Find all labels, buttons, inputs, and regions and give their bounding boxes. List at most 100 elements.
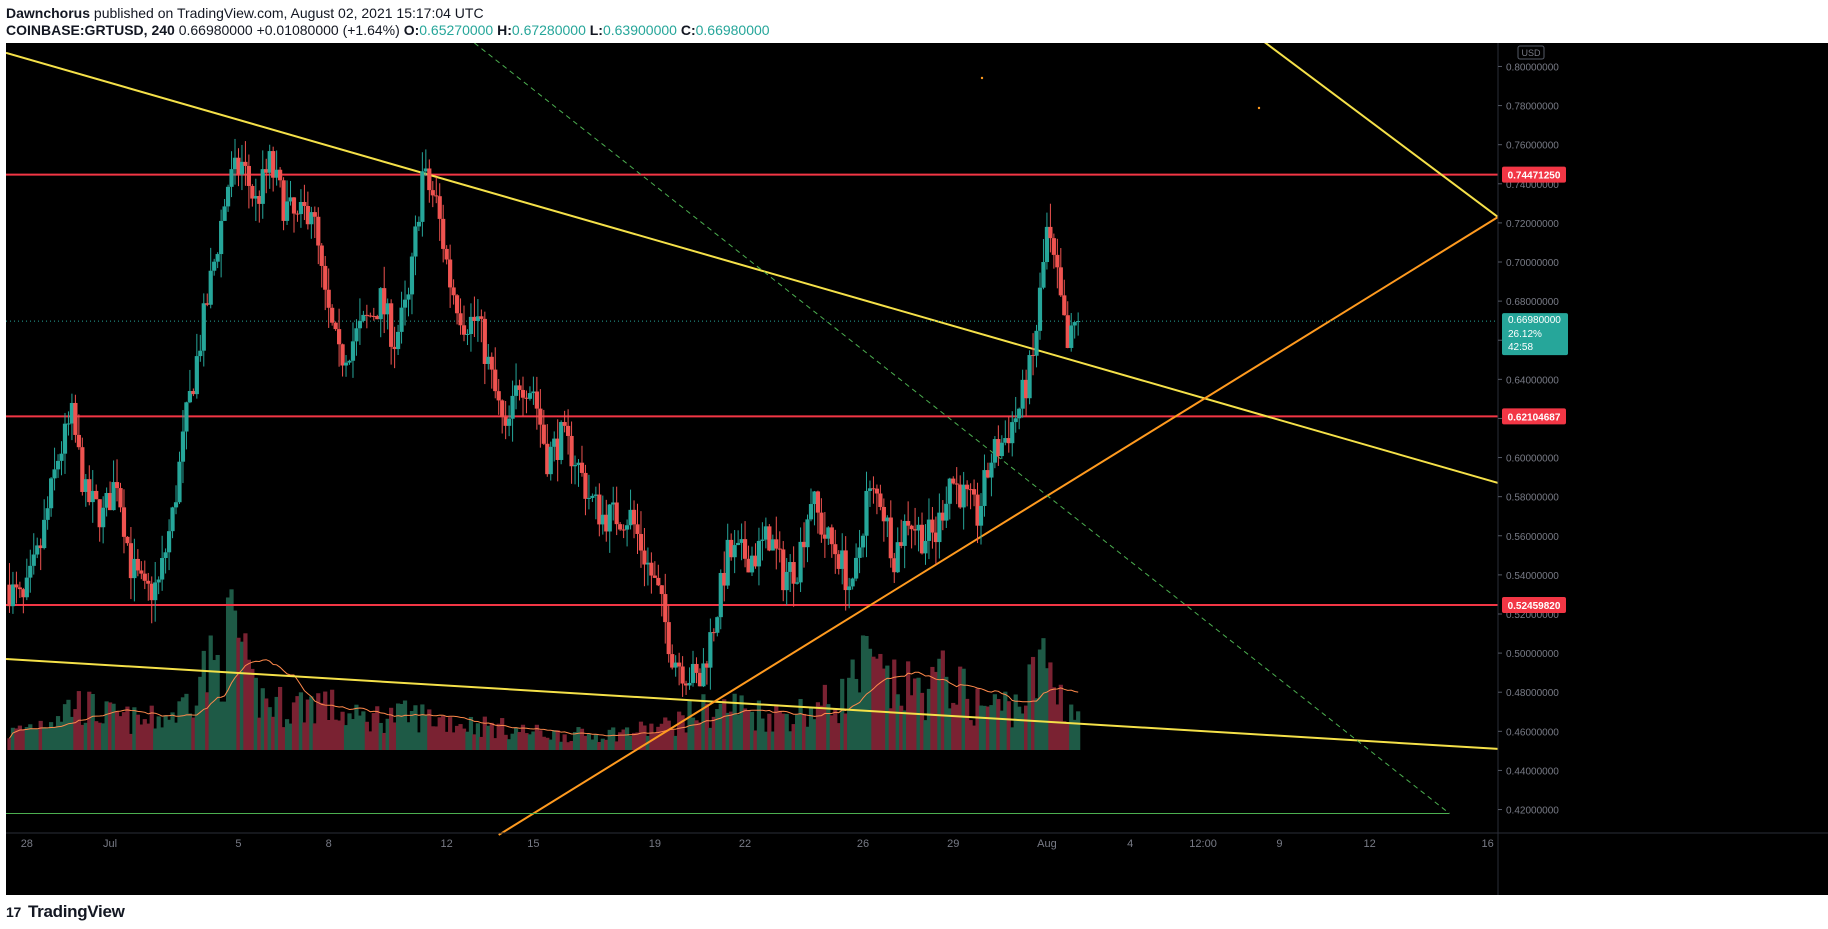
price-axis: USD 0.80000000 0.78000000 0.76000000 0.74000… — [6, 43, 1828, 895]
candle-body — [246, 165, 251, 186]
candle-body — [690, 663, 696, 683]
author-name[interactable]: Dawnchorus — [6, 5, 91, 21]
volume-bar — [944, 676, 949, 750]
volume-bar — [871, 656, 876, 750]
time-tick-label: 12 — [441, 838, 453, 850]
candle-body — [73, 402, 78, 435]
candle-body — [336, 329, 342, 345]
candle-body — [618, 524, 623, 530]
volume-bar — [961, 668, 966, 750]
volume-bar — [600, 738, 605, 750]
volume-bar — [538, 730, 543, 750]
volume-bar — [184, 693, 189, 750]
volume-bar — [177, 701, 182, 750]
tradingview-logo[interactable]: 17 TradingView — [6, 902, 125, 922]
candle-body — [128, 543, 134, 579]
yellow-trendline — [1264, 43, 1499, 218]
volume-bar — [354, 704, 359, 750]
price-chart[interactable]: USD 0.80000000 0.78000000 0.76000000 0.74000… — [6, 43, 1828, 895]
candle-body — [697, 672, 703, 687]
candle-body — [840, 550, 845, 569]
volume-bar — [1058, 684, 1063, 750]
volume-bar — [114, 711, 120, 750]
volume-bar — [312, 723, 317, 750]
volume-bar — [107, 702, 113, 750]
volume-bar — [1030, 656, 1036, 750]
volume-bar — [933, 671, 938, 750]
candle-body — [767, 526, 772, 551]
candle-body — [826, 527, 831, 539]
candle-body — [1010, 422, 1015, 444]
candle-body — [392, 346, 397, 350]
volume-bar — [853, 678, 859, 750]
candle-body — [652, 575, 657, 578]
volume-bar — [673, 735, 678, 750]
volume-bar — [677, 711, 682, 750]
volume-bar — [264, 698, 269, 750]
candle-body — [385, 303, 390, 315]
candle-body — [590, 495, 595, 498]
volume-bar — [708, 727, 713, 750]
candle-layer — [7, 138, 1081, 697]
volume-bar — [267, 707, 272, 750]
volume-bar — [593, 734, 598, 750]
volume-bar — [694, 720, 699, 750]
ohlc-info: COINBASE:GRTUSD, 240 0.66980000 +0.01080… — [6, 22, 770, 38]
candle-body — [187, 391, 192, 403]
volume-bar — [1017, 706, 1022, 750]
candle-body — [680, 666, 685, 684]
volume-bar — [444, 731, 449, 750]
candle-body — [1062, 295, 1067, 316]
candle-body — [222, 206, 227, 221]
volume-bar — [930, 666, 935, 750]
volume-bar — [225, 597, 231, 750]
candle-body — [153, 582, 158, 601]
candle-body — [822, 534, 827, 539]
volume-bar — [527, 734, 533, 750]
volume-bar — [316, 693, 321, 750]
current-price-label: 0.66980000 — [1508, 315, 1561, 326]
candle-body — [576, 462, 581, 466]
volume-bar — [718, 703, 723, 750]
volume-bar — [638, 721, 644, 750]
candle-body — [621, 529, 626, 531]
volume-bar — [295, 696, 300, 750]
volume-bar — [128, 733, 134, 750]
high-label: H: — [497, 22, 512, 38]
volume-bar — [614, 741, 619, 750]
volume-bar — [378, 722, 383, 750]
volume-bar — [513, 727, 519, 750]
candle-body — [982, 470, 987, 506]
volume-bar — [652, 732, 657, 750]
candle-body — [673, 662, 678, 668]
price-tick-label: 0.52000000 — [1506, 610, 1559, 621]
volume-bar — [21, 729, 26, 750]
candle-body — [791, 562, 796, 584]
candle-body — [503, 416, 508, 426]
low-label: L: — [589, 22, 603, 38]
candle-body — [881, 506, 886, 522]
volume-bar — [336, 720, 342, 750]
volume-bar — [482, 716, 487, 750]
chart-canvas[interactable]: USD 0.80000000 0.78000000 0.76000000 0.74000… — [6, 43, 1828, 895]
candle-body — [1027, 355, 1032, 399]
candle-body — [357, 320, 363, 329]
candle-body — [330, 307, 335, 323]
candle-body — [232, 157, 238, 170]
candle-body — [1055, 254, 1060, 268]
volume-bar — [395, 703, 401, 750]
volume-bar — [579, 728, 585, 750]
time-tick-label: 16 — [1481, 838, 1493, 850]
candle-body — [281, 180, 286, 221]
candle-body — [475, 316, 480, 321]
volume-bar — [146, 723, 151, 750]
candle-body — [219, 220, 224, 255]
volume-bar — [375, 706, 380, 750]
volume-bar — [767, 713, 772, 750]
candle-body — [333, 322, 338, 330]
candle-body — [257, 196, 262, 204]
volume-bar — [829, 715, 834, 750]
volume-bar — [104, 701, 109, 750]
volume-bar — [278, 686, 283, 750]
volume-bar — [753, 730, 758, 750]
